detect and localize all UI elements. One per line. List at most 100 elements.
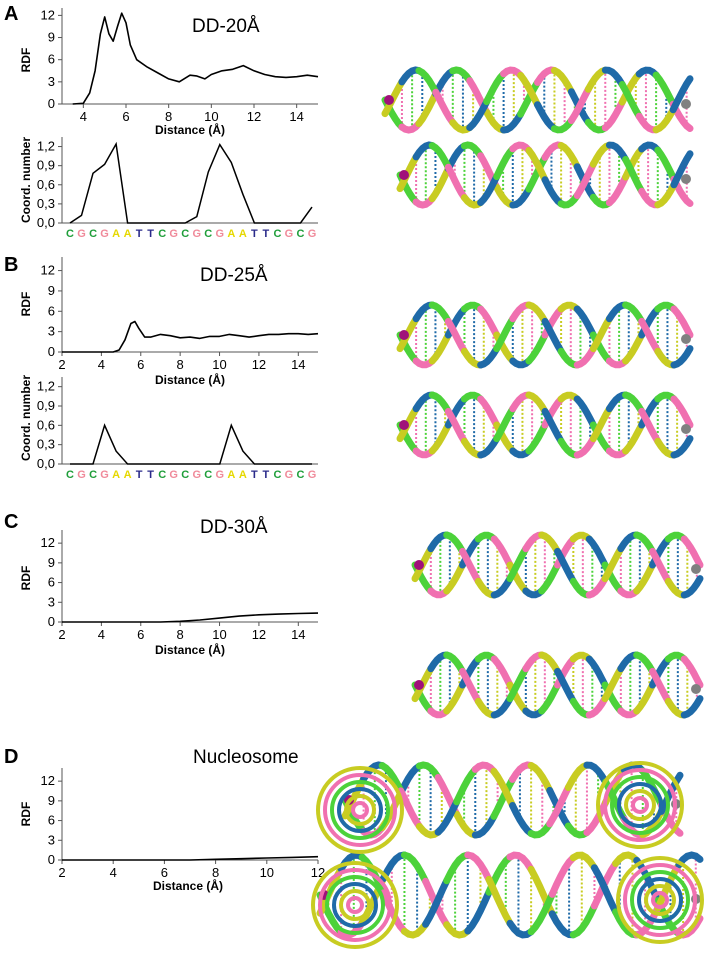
backbone-ribbon	[589, 141, 613, 168]
xtick-label-c: 8	[177, 627, 184, 642]
backbone-ribbon	[477, 435, 501, 459]
dna-helix-a1	[381, 66, 694, 134]
backbone-ribbon	[428, 331, 452, 365]
backbone-ribbon	[670, 345, 694, 369]
backbone-ribbon	[652, 71, 677, 108]
sequence-letter-a: C	[204, 228, 212, 240]
dna-helix-b1	[396, 301, 694, 369]
dna-helix-b2	[396, 391, 694, 459]
backbone-ribbon	[477, 345, 501, 369]
xtick-label-c: 12	[252, 627, 266, 642]
xlabel-c: Distance (Å)	[155, 642, 225, 657]
sequence-letter-a: G	[216, 228, 225, 240]
rdf-line-a	[72, 12, 319, 105]
panel-letter-d: D	[4, 746, 18, 768]
backbone-ribbon	[400, 851, 430, 885]
backbone-ribbon	[527, 820, 554, 839]
backbone-ribbon	[622, 156, 646, 195]
nucleosome-spool-ring	[351, 801, 369, 819]
ytick-label-a: 9	[48, 30, 55, 45]
dna-illustrations	[311, 66, 704, 949]
sequence-letter-a: T	[136, 228, 143, 240]
backbone-ribbon	[569, 902, 598, 939]
nucleosome-spool-ring	[316, 766, 404, 854]
nucleosome-spool-ring	[332, 882, 378, 928]
nucleosome-spool-ring	[623, 863, 697, 937]
backbone-ribbon	[525, 301, 549, 325]
nucleosome-spool-ring	[610, 775, 670, 835]
terminal-residue	[399, 170, 409, 180]
backbone-ribbon	[573, 395, 597, 429]
backbone-ribbon	[422, 877, 451, 928]
terminal-residue	[399, 420, 409, 430]
backbone-ribbon	[680, 695, 704, 719]
backbone-ribbon	[493, 405, 517, 443]
sequence-letter-b: A	[239, 469, 247, 481]
backbone-ribbon	[635, 66, 660, 79]
dna-helix-a2	[396, 141, 694, 209]
ytick-label-d: 0	[48, 852, 55, 867]
backbone-ribbon	[680, 575, 704, 599]
sequence-letter-b: C	[273, 469, 281, 481]
ytick-label-b: 0,3	[37, 437, 55, 452]
backbone-ribbon	[612, 851, 641, 867]
terminal-residue	[681, 174, 691, 184]
sequence-letter-b: G	[77, 469, 86, 481]
backbone-ribbon	[444, 407, 468, 445]
sequence-letter-b: A	[227, 469, 235, 481]
backbone-ribbon	[381, 78, 406, 118]
backbone-ribbon	[583, 798, 610, 836]
backbone-ribbon	[534, 101, 558, 133]
xlabel-b: Distance (Å)	[155, 372, 225, 387]
backbone-ribbon	[589, 315, 613, 353]
backbone-ribbon	[680, 535, 704, 569]
backbone-ribbon	[525, 421, 549, 455]
backbone-ribbon	[453, 810, 479, 839]
sequence-letter-a: G	[77, 228, 86, 240]
backbone-ribbon	[638, 407, 662, 445]
nucleosome-spool-ring	[596, 761, 684, 849]
backbone-ribbon	[415, 67, 440, 96]
backbone-ribbon	[428, 391, 452, 415]
terminal-residue	[399, 330, 409, 340]
backbone-ribbon	[541, 176, 565, 208]
backbone-ribbon	[428, 301, 452, 325]
backbone-ribbon	[564, 822, 591, 839]
backbone-ribbon	[483, 108, 508, 134]
backbone-ribbon	[464, 888, 493, 935]
backbone-ribbon	[525, 146, 549, 184]
backbone-ribbon	[573, 435, 597, 459]
backbone-ribbon	[477, 173, 501, 207]
coord-line-b	[70, 423, 312, 465]
xtick-label-c: 4	[98, 627, 105, 642]
ylabel-b-rdf: RDF	[19, 292, 33, 317]
rdf-line-c	[62, 612, 319, 623]
sequence-letter-b: A	[112, 469, 120, 481]
backbone-ribbon	[443, 851, 472, 885]
backbone-ribbon	[622, 331, 646, 365]
backbone-ribbon	[509, 141, 533, 154]
backbone-ribbon	[477, 305, 501, 339]
backbone-ribbon	[605, 141, 630, 163]
backbone-ribbon	[670, 150, 694, 189]
sequence-letter-b: T	[147, 469, 154, 481]
backbone-ribbon	[506, 851, 535, 873]
backbone-ribbon	[415, 822, 442, 839]
xtick-label-b: 14	[291, 357, 305, 372]
backbone-ribbon	[460, 141, 485, 160]
sequence-letter-a: A	[124, 228, 132, 240]
backbone-ribbon	[554, 667, 577, 705]
backbone-ribbon	[548, 854, 577, 898]
backbone-ribbon	[654, 146, 678, 183]
backbone-ribbon	[601, 66, 626, 88]
xtick-label-a: 12	[247, 109, 261, 124]
terminal-residue	[384, 95, 394, 105]
backbone-ribbon	[670, 435, 694, 459]
ytick-label-d: 9	[48, 793, 55, 808]
xtick-label-a: 8	[165, 109, 172, 124]
sequence-letter-b: C	[66, 469, 74, 481]
backbone-ribbon	[550, 117, 575, 134]
backbone-ribbon	[493, 145, 517, 181]
backbone-ribbon	[675, 851, 704, 869]
sequence-letter-a: T	[263, 228, 270, 240]
